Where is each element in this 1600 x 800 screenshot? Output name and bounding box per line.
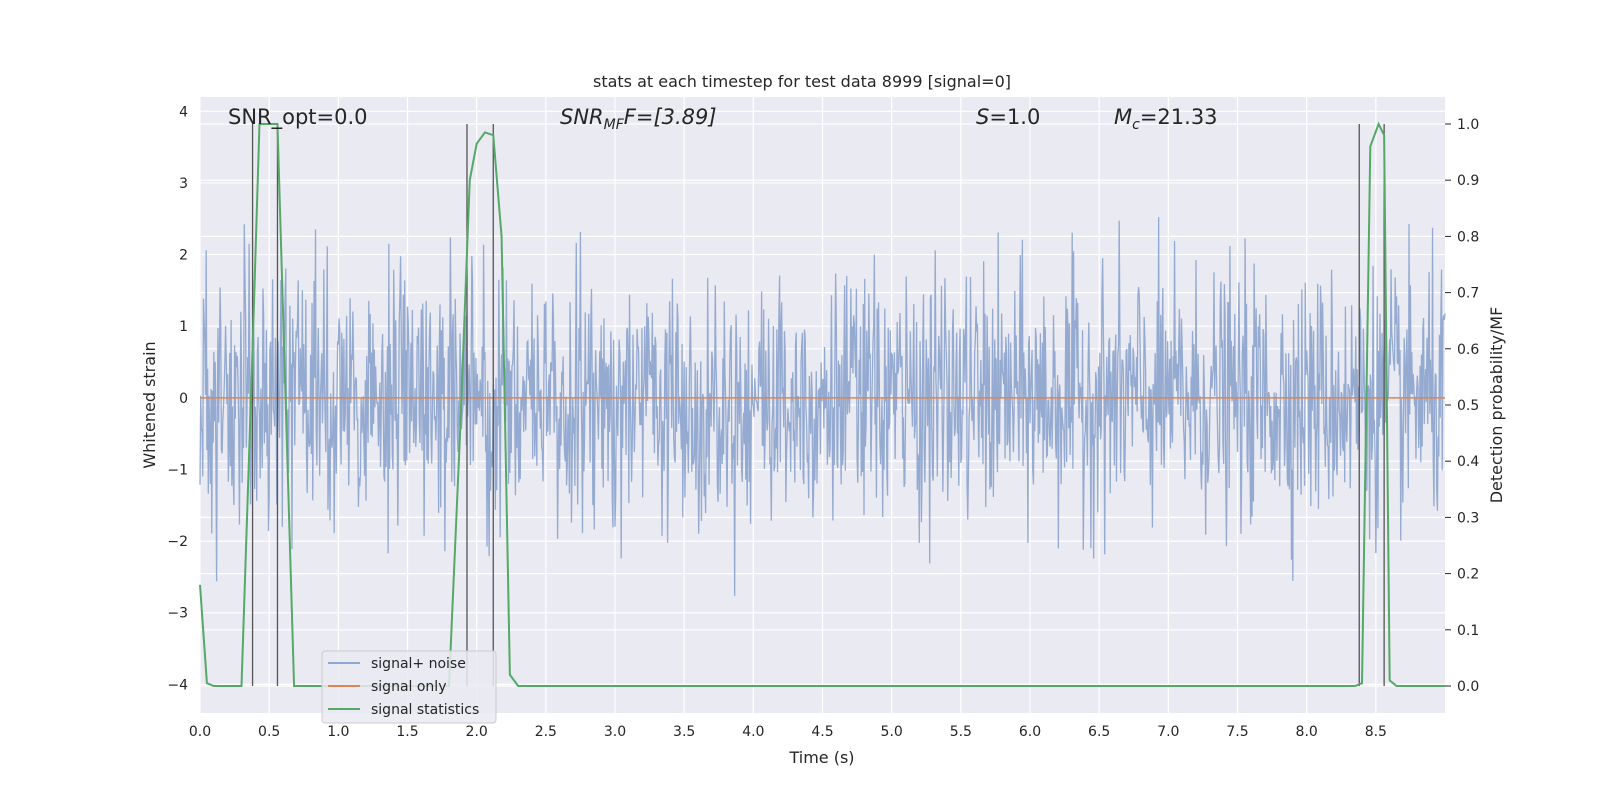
s-prefix: S bbox=[976, 105, 989, 129]
statistics-line bbox=[199, 121, 1445, 688]
legend-box bbox=[321, 650, 497, 724]
y-tick-label: 2 bbox=[179, 248, 188, 264]
snr-mf-prefix: SNR bbox=[560, 105, 604, 129]
x-tick-label: 7.5 bbox=[1226, 724, 1248, 740]
y2-tick-label: 0.2 bbox=[1457, 567, 1479, 583]
x-tick-label: 6.0 bbox=[1019, 724, 1041, 740]
y-tick-label: −1 bbox=[167, 462, 188, 478]
y2-tick-label: 0.4 bbox=[1457, 454, 1479, 470]
y-tick-label: −2 bbox=[167, 534, 188, 550]
y-tick-label: 0 bbox=[179, 391, 188, 407]
annotation-s: S=1.0 bbox=[976, 105, 1040, 129]
y2-tick-label: 0.8 bbox=[1457, 229, 1479, 245]
x-tick-label: 8.0 bbox=[1296, 724, 1318, 740]
annotation-snr-opt: SNR_opt=0.0 bbox=[228, 105, 368, 130]
y2-tick-label: 0.0 bbox=[1457, 679, 1479, 695]
y2-tick-label: 0.6 bbox=[1457, 342, 1479, 358]
snr-mf-suffix: F=[3.89] bbox=[624, 105, 717, 129]
snr-mf-sub: MF bbox=[604, 117, 625, 133]
y2-tick-label: 0.1 bbox=[1457, 623, 1479, 639]
x-tick-label: 7.0 bbox=[1157, 724, 1179, 740]
series-signal-statistics bbox=[199, 121, 1445, 688]
x-tick-label: 0.0 bbox=[189, 724, 211, 740]
x-tick-label: 3.0 bbox=[604, 724, 626, 740]
annotation-mc: Mc=21.33 bbox=[1114, 105, 1218, 133]
y2-tick-label: 0.7 bbox=[1457, 286, 1479, 302]
x-tick-label: 2.5 bbox=[535, 724, 557, 740]
y2-tick-label: 0.3 bbox=[1457, 510, 1479, 526]
y-axis-ticks: 4 3 2 1 0 −1 −2 −3 −4 bbox=[167, 104, 188, 693]
y-tick-label: −3 bbox=[167, 606, 188, 622]
legend-label-signal-noise: signal+ noise bbox=[371, 656, 466, 672]
y2-tick-label: 1.0 bbox=[1457, 117, 1479, 133]
y-tick-label: 1 bbox=[179, 319, 188, 335]
legend-label-signal-only: signal only bbox=[371, 679, 446, 695]
legend-label-signal-statistics: signal statistics bbox=[371, 702, 479, 718]
grid bbox=[199, 97, 1445, 713]
series-signal-noise bbox=[199, 217, 1446, 596]
y2-tick-label: 0.9 bbox=[1457, 173, 1479, 189]
x-tick-label: 1.5 bbox=[396, 724, 418, 740]
y2-tick-label: 0.5 bbox=[1457, 398, 1479, 414]
mc-suffix: =21.33 bbox=[1140, 105, 1218, 129]
chart-title: stats at each timestep for test data 899… bbox=[593, 72, 1011, 91]
y-tick-label: 3 bbox=[179, 176, 188, 192]
x-tick-label: 5.5 bbox=[950, 724, 972, 740]
y-tick-label: 4 bbox=[179, 104, 188, 120]
y2-axis-label: Detection probability/MF bbox=[1487, 307, 1506, 504]
s-suffix: =1.0 bbox=[989, 105, 1040, 129]
x-axis-ticks: 0.0 0.5 1.0 1.5 2.0 2.5 3.0 3.5 4.0 4.5 5.0 5.5 6.0 6… bbox=[189, 724, 1387, 740]
x-tick-label: 1.0 bbox=[327, 724, 349, 740]
x-tick-label: 2.0 bbox=[466, 724, 488, 740]
x-tick-label: 8.5 bbox=[1365, 724, 1387, 740]
x-tick-label: 5.0 bbox=[881, 724, 903, 740]
noise-trace bbox=[199, 217, 1446, 596]
x-axis-label: Time (s) bbox=[788, 748, 854, 767]
y-tick-label: −4 bbox=[167, 677, 188, 693]
y2-axis-ticks: 1.0 0.9 0.8 0.7 0.6 0.5 0.4 0.3 0.2 0.1 0.0 bbox=[1445, 117, 1479, 695]
mc-prefix: M bbox=[1114, 105, 1132, 129]
x-tick-label: 4.0 bbox=[742, 724, 764, 740]
mc-sub: c bbox=[1132, 117, 1140, 133]
x-tick-label: 3.5 bbox=[673, 724, 695, 740]
legend: signal+ noise signal only signal statist… bbox=[321, 650, 497, 724]
y-axis-label: Whitened strain bbox=[140, 341, 159, 468]
x-tick-label: 6.5 bbox=[1088, 724, 1110, 740]
x-tick-label: 4.5 bbox=[811, 724, 833, 740]
x-tick-label: 0.5 bbox=[258, 724, 280, 740]
annotation-snr-mf: SNRMFF=[3.89] bbox=[560, 105, 717, 133]
